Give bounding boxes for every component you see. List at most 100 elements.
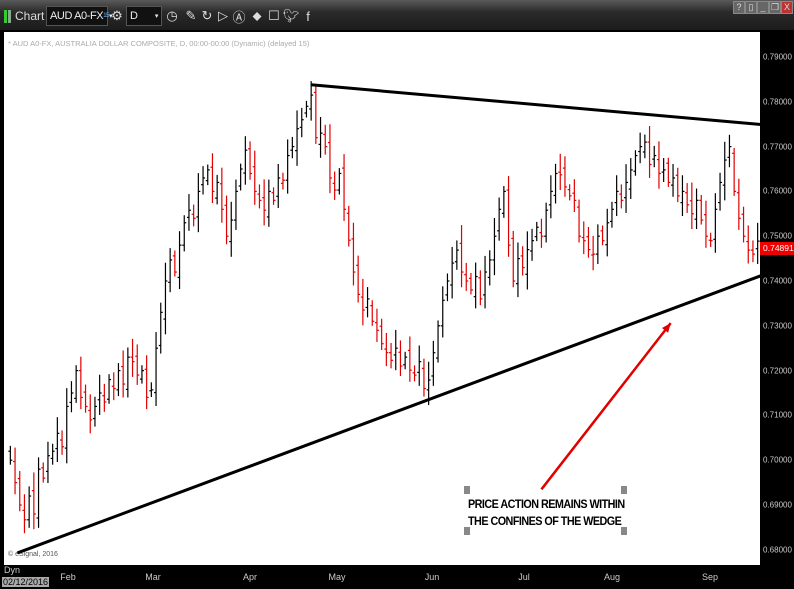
price-bar xyxy=(243,136,248,185)
refresh-icon[interactable]: ↻ xyxy=(201,8,213,23)
price-bar xyxy=(393,329,398,371)
interval-selector[interactable]: D ▾ xyxy=(126,6,162,26)
annotation-handle[interactable] xyxy=(464,486,470,494)
chart-description: * AUD A0-FX, AUSTRALIA DOLLAR COMPOSITE,… xyxy=(8,39,310,48)
annotation-arrow[interactable] xyxy=(540,322,672,491)
gear-icon[interactable]: ⚙ xyxy=(111,8,123,23)
link-icon[interactable]: ⬥ xyxy=(252,8,262,23)
price-bar xyxy=(55,417,60,462)
restore-button[interactable]: ❐ xyxy=(769,1,781,14)
price-bar xyxy=(276,163,281,208)
price-bar xyxy=(398,340,403,376)
price-bar xyxy=(205,164,210,186)
price-bar xyxy=(295,110,300,166)
price-bar xyxy=(304,100,309,118)
price-bar xyxy=(520,246,525,276)
price-bar xyxy=(116,363,121,397)
price-bar xyxy=(558,153,563,191)
price-bar xyxy=(229,201,234,257)
annotation-handle[interactable] xyxy=(621,527,627,535)
price-bar xyxy=(215,174,220,205)
price-bar xyxy=(426,361,431,406)
price-bar xyxy=(586,226,591,258)
price-bar xyxy=(572,179,577,213)
help-button[interactable]: ? xyxy=(733,1,745,14)
price-bar xyxy=(313,84,318,144)
facebook-icon[interactable]: f xyxy=(306,8,310,24)
annotation-handle[interactable] xyxy=(621,486,627,494)
price-bar xyxy=(454,240,459,270)
price-bar xyxy=(224,195,229,245)
price-bar xyxy=(78,356,83,410)
price-bar xyxy=(365,287,370,318)
price-bar xyxy=(154,332,159,406)
price-bar xyxy=(680,175,685,217)
price-bar xyxy=(483,255,488,309)
price-bar xyxy=(290,136,295,159)
price-bar xyxy=(45,441,50,484)
price-axis[interactable] xyxy=(760,32,794,572)
price-bar xyxy=(92,396,97,427)
price-bar xyxy=(50,443,55,465)
y-tick-label: 0.72000 xyxy=(763,366,792,376)
price-bar xyxy=(97,374,102,415)
twitter-icon[interactable]: 🐦︎ xyxy=(283,8,299,23)
price-bar xyxy=(135,344,140,385)
close-button[interactable]: X xyxy=(781,1,793,14)
price-bar xyxy=(591,235,596,271)
alert-icon[interactable]: Ⓐ xyxy=(232,9,246,25)
price-bar xyxy=(633,150,638,176)
y-tick-label: 0.78000 xyxy=(763,97,792,107)
y-tick-label: 0.75000 xyxy=(763,231,792,241)
price-bar xyxy=(450,246,455,299)
x-tick-label: Apr xyxy=(242,572,258,582)
price-bar xyxy=(233,179,238,230)
annotation-handle[interactable] xyxy=(464,527,470,535)
price-bar xyxy=(595,224,600,264)
price-bar xyxy=(652,145,657,168)
price-bar xyxy=(741,206,746,243)
price-bar xyxy=(342,154,347,221)
price-bar xyxy=(619,184,624,209)
price-bar xyxy=(412,365,417,382)
price-bar xyxy=(280,172,285,190)
x-tick-label: Jun xyxy=(424,572,440,582)
pencil-icon[interactable]: ✎ xyxy=(185,8,197,23)
price-bar xyxy=(544,202,549,243)
cursor-label: Dyn xyxy=(4,565,21,575)
chart-plot-area[interactable] xyxy=(4,32,760,565)
price-bar xyxy=(111,372,116,401)
price-bar xyxy=(492,217,497,276)
trendline-lower[interactable] xyxy=(16,273,763,555)
y-tick-label: 0.76000 xyxy=(763,186,792,196)
price-bar xyxy=(370,300,375,326)
price-bar xyxy=(727,134,732,168)
price-bar xyxy=(149,382,154,398)
price-bar xyxy=(356,255,361,303)
price-bar xyxy=(201,166,206,195)
price-bar xyxy=(548,175,553,219)
minimize-button[interactable]: _ xyxy=(757,1,769,14)
play-icon[interactable]: ▷ xyxy=(218,8,228,23)
annotation-text[interactable]: PRICE ACTION REMAINS WITHIN THE CONFINES … xyxy=(468,497,625,528)
price-bar xyxy=(13,447,18,495)
price-bar xyxy=(191,204,196,227)
price-bar xyxy=(661,158,666,182)
symbol-selector[interactable]: AUD A0-FX 15 ▾ xyxy=(46,6,113,26)
clock-icon[interactable]: ◷ xyxy=(166,8,178,23)
price-bar xyxy=(327,124,332,194)
price-bar xyxy=(530,228,535,261)
x-tick-label: Sep xyxy=(701,572,719,582)
x-tick-label: May xyxy=(328,572,346,582)
price-bar xyxy=(656,141,661,189)
y-tick-label: 0.73000 xyxy=(763,321,792,331)
price-bar xyxy=(675,167,680,203)
price-bar xyxy=(718,172,723,211)
price-bar xyxy=(614,175,619,217)
trendline-upper[interactable] xyxy=(311,83,763,127)
price-bar xyxy=(487,250,492,286)
price-bar xyxy=(577,199,582,243)
price-bar xyxy=(501,186,506,218)
comment-icon[interactable]: ☐ xyxy=(268,8,280,23)
detach-button[interactable]: ▯ xyxy=(745,1,757,14)
